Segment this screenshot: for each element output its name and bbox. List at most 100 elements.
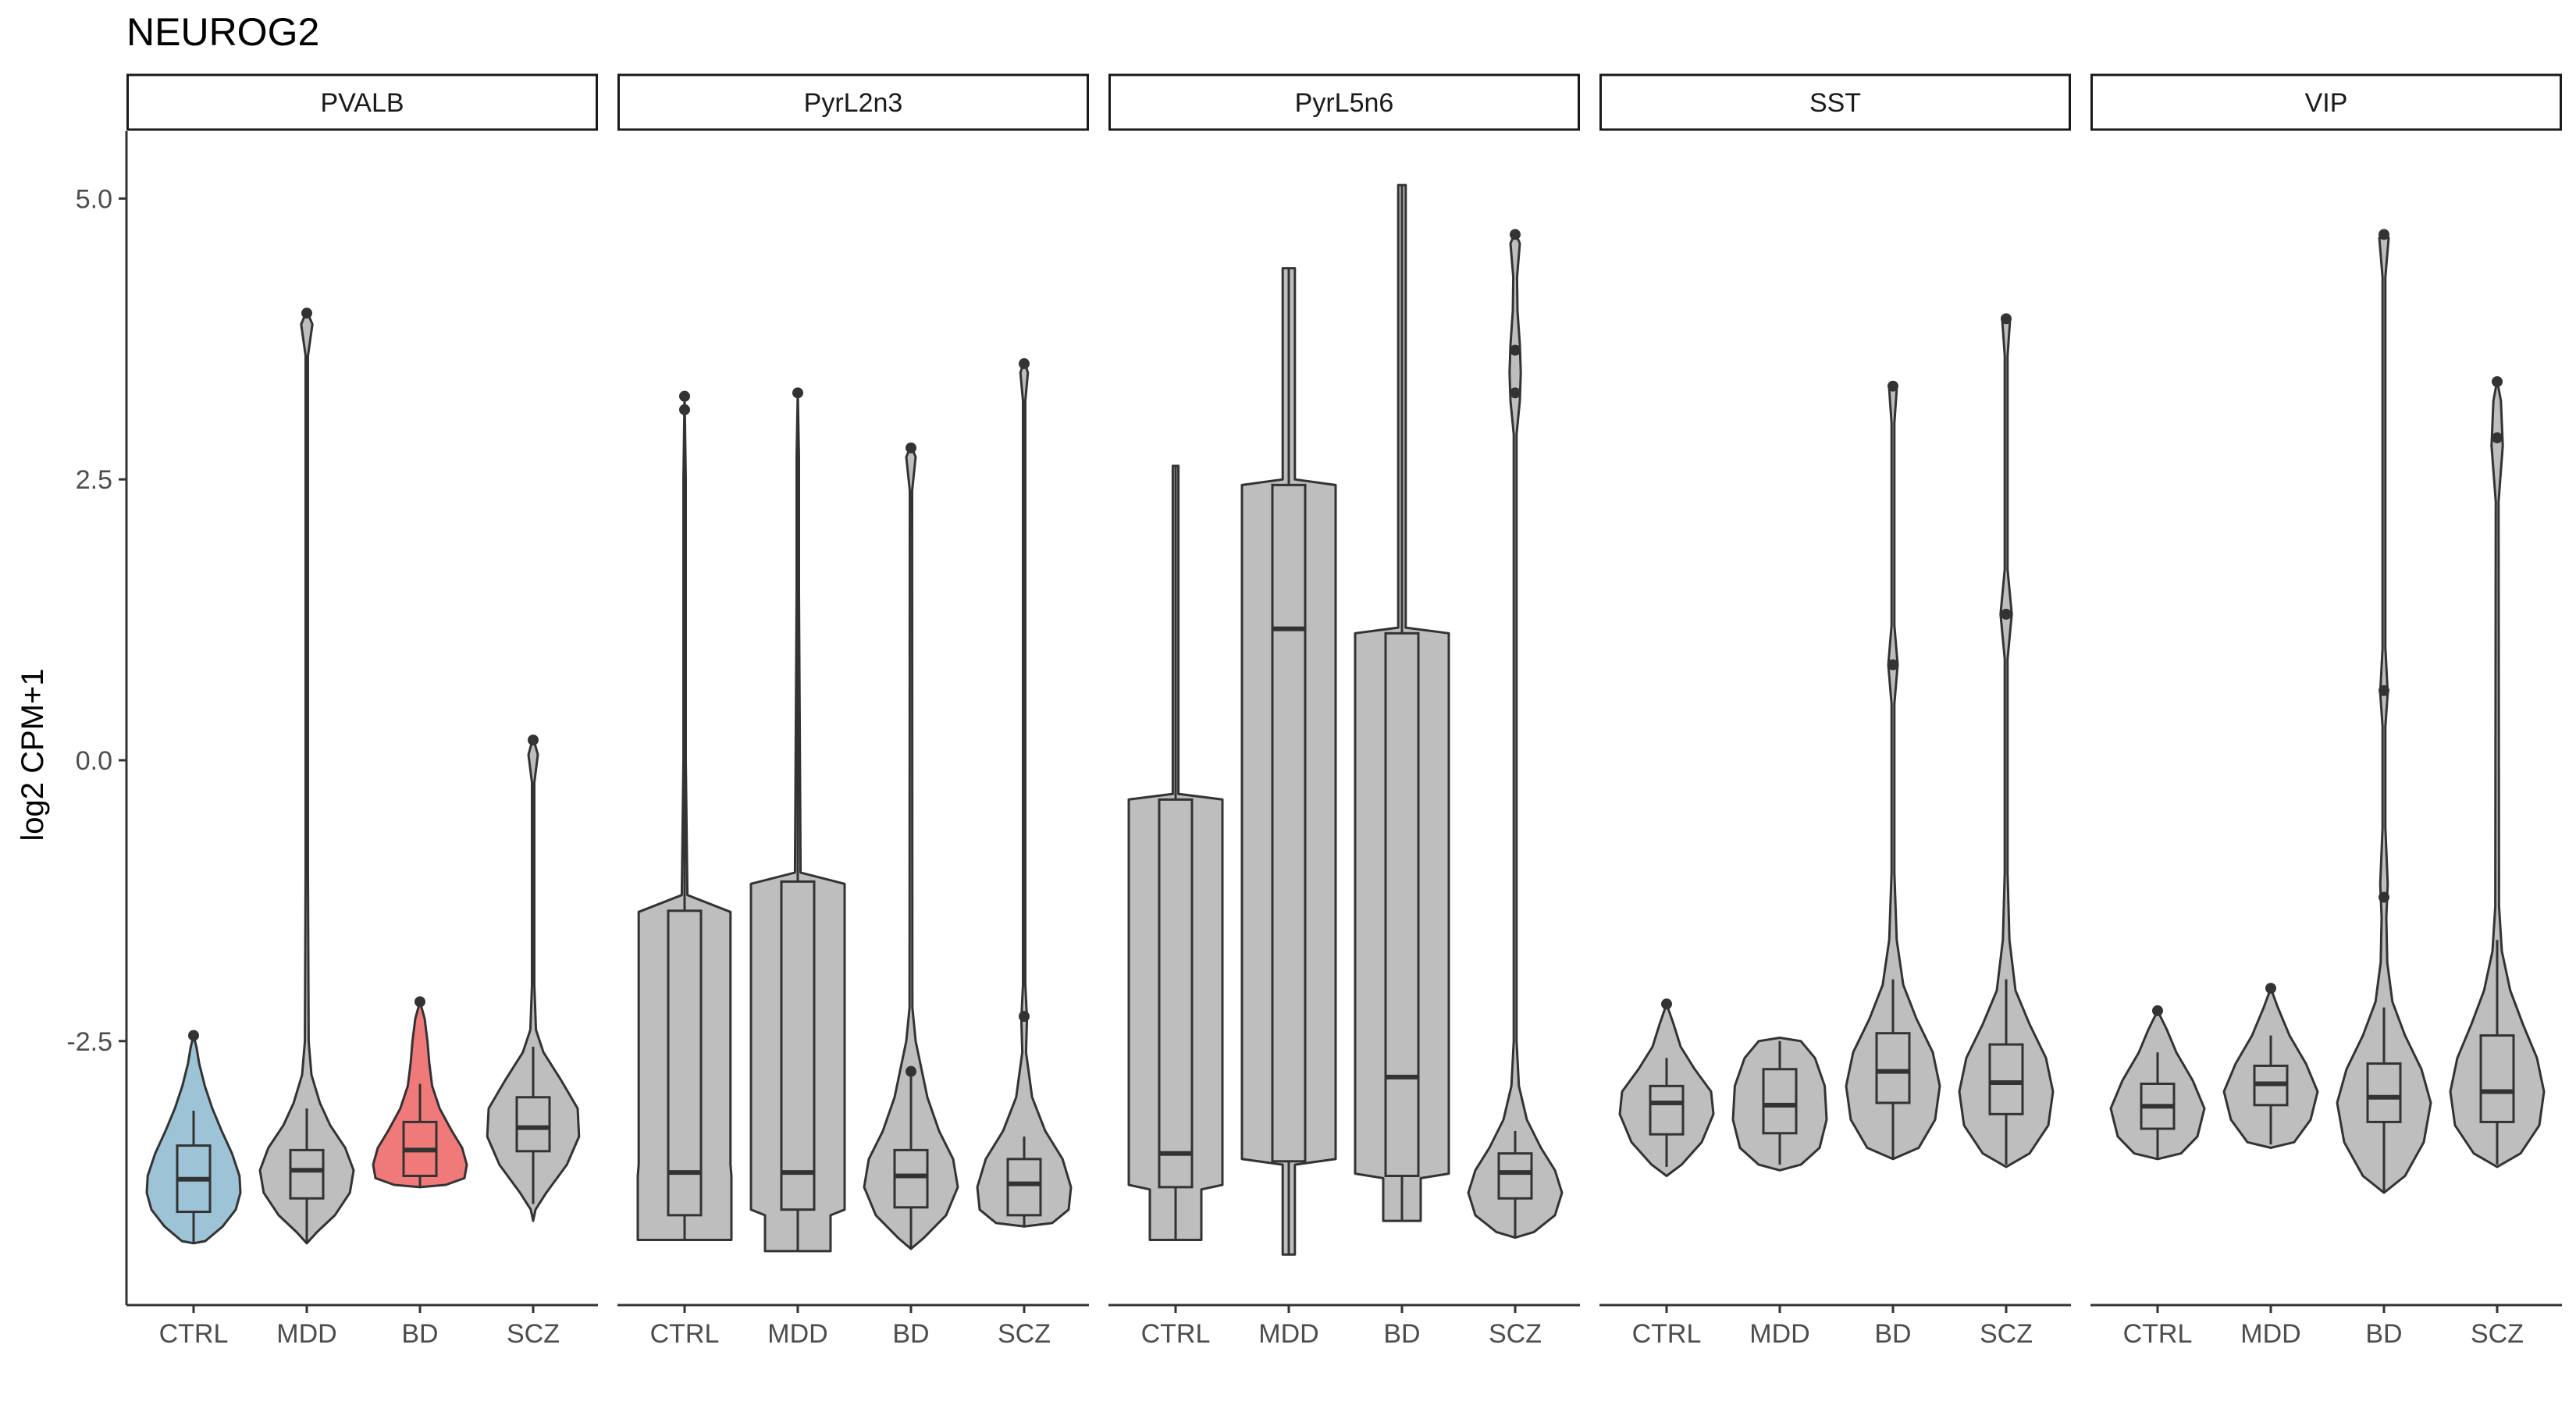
violin-group-bd: [1354, 183, 1450, 1222]
box-iqr: [1875, 1032, 1911, 1104]
x-tick-label: SCZ: [2471, 1319, 2524, 1349]
x-tick-label: CTRL: [2123, 1319, 2193, 1349]
outlier-point: [2152, 1005, 2163, 1016]
x-tick-label: SCZ: [1980, 1319, 2033, 1349]
x-tick-label: SCZ: [1489, 1319, 1542, 1349]
x-tick-label: BD: [1874, 1319, 1911, 1349]
violin-group-bd: [863, 442, 959, 1250]
x-tick-label: CTRL: [159, 1319, 229, 1349]
violin-group-ctrl: [1618, 998, 1715, 1177]
outlier-point: [2265, 983, 2276, 994]
box-iqr: [1649, 1084, 1685, 1136]
violin-group-bd: [1845, 380, 1941, 1161]
x-tick-label: MDD: [1258, 1319, 1318, 1349]
outlier-point: [2492, 375, 2503, 387]
outlier-point: [2001, 608, 2012, 620]
facet-panels: -2.5 0.0 2.5 5.0 PVALB CTRL MDD BD SCZ PyrL2n3 CTR…: [66, 73, 2562, 1349]
facet-strip: [126, 73, 598, 131]
facet-panel-pyrl2n3: PyrL2n3 CTRL MDD BD SCZ: [617, 73, 1089, 1349]
y-tick-label: -2.5: [66, 1027, 112, 1057]
facet-strip-label: PVALB: [320, 88, 404, 118]
violin-group-scz: [976, 357, 1073, 1228]
y-axis-title: log2 CPM+1: [16, 668, 50, 841]
outlier-point: [415, 996, 425, 1008]
y-tick-label: 0.0: [76, 746, 112, 776]
facet-strip: [1599, 73, 2071, 131]
violin-group-ctrl: [636, 390, 733, 1241]
x-tick-label: MDD: [276, 1319, 336, 1349]
box-iqr: [515, 1096, 551, 1153]
box-iqr: [1497, 1152, 1533, 1200]
facet-strip-label: PyrL2n3: [804, 88, 903, 118]
outlier-point: [1510, 229, 1521, 240]
facet-panel-pyrl5n6: PyrL5n6 CTRL MDD BD SCZ: [1108, 73, 1580, 1349]
box-iqr: [1384, 631, 1420, 1177]
violin-group-scz: [1467, 229, 1564, 1240]
x-tick-label: BD: [401, 1319, 438, 1349]
facet-strip-label: SST: [1809, 88, 1861, 118]
y-tick-label: 5.0: [76, 184, 112, 214]
outlier-point: [1019, 1011, 1030, 1023]
x-tick-label: SCZ: [998, 1319, 1051, 1349]
x-tick-label: MDD: [767, 1319, 827, 1349]
y-tick-label: 2.5: [76, 465, 112, 495]
chart-title: NEUROG2: [126, 10, 319, 54]
violin-group-bd: [372, 996, 468, 1189]
facet-strip: [617, 73, 1089, 131]
outlier-point: [1661, 998, 1672, 1010]
outlier-point: [906, 1065, 916, 1077]
x-tick-label: CTRL: [650, 1319, 720, 1349]
box-iqr: [667, 909, 703, 1217]
violin-group-scz: [1958, 313, 2055, 1168]
outlier-point: [792, 387, 803, 399]
outlier-point: [1888, 659, 1898, 670]
box-iqr: [2366, 1062, 2402, 1123]
violin-group-mdd: [749, 387, 846, 1253]
violin-group-ctrl: [1127, 464, 1224, 1241]
outlier-point: [679, 390, 690, 402]
outlier-point: [679, 404, 690, 415]
box-iqr: [1158, 798, 1194, 1189]
facet-strip: [2090, 73, 2562, 131]
violin-group-scz: [486, 735, 581, 1222]
outlier-point: [2492, 432, 2503, 443]
x-tick-label: CTRL: [1632, 1319, 1702, 1349]
box-iqr: [780, 880, 816, 1211]
outlier-point: [2379, 229, 2389, 240]
outlier-point: [1019, 357, 1030, 369]
facet-panel-pvalb: PVALB CTRL MDD BD SCZ: [126, 73, 598, 1349]
outlier-point: [2379, 685, 2389, 696]
violin-group-mdd: [258, 308, 355, 1245]
x-tick-label: MDD: [1749, 1319, 1809, 1349]
violin-group-mdd: [1240, 267, 1337, 1256]
facet-strip-label: PyrL5n6: [1295, 88, 1394, 118]
box-iqr: [893, 1148, 929, 1209]
outlier-point: [906, 442, 916, 454]
box-iqr: [1006, 1158, 1042, 1217]
x-tick-label: BD: [1383, 1319, 1420, 1349]
outlier-point: [1510, 387, 1521, 399]
violin-group-scz: [2449, 375, 2546, 1168]
x-tick-label: MDD: [2240, 1319, 2300, 1349]
facet-strip-label: VIP: [2305, 88, 2348, 118]
violin-group-ctrl: [2109, 1005, 2206, 1161]
x-tick-label: CTRL: [1141, 1319, 1211, 1349]
violin-group-ctrl: [145, 1030, 242, 1245]
x-tick-label: BD: [892, 1319, 929, 1349]
outlier-point: [2379, 891, 2389, 903]
box-iqr: [1988, 1043, 2024, 1115]
box-iqr: [2479, 1034, 2515, 1123]
facet-panel-sst: SST CTRL MDD BD SCZ: [1599, 73, 2071, 1349]
violin-group-bd: [2336, 229, 2432, 1194]
violin-group-mdd: [2222, 983, 2319, 1149]
x-tick-label: BD: [2365, 1319, 2402, 1349]
x-tick-label: SCZ: [507, 1319, 560, 1349]
outlier-point: [528, 735, 539, 746]
facet-panel-vip: VIP CTRL MDD BD SCZ: [2090, 73, 2562, 1349]
facet-strip: [1108, 73, 1580, 131]
outlier-point: [188, 1030, 199, 1041]
box-iqr: [1271, 483, 1307, 1163]
box-iqr: [289, 1148, 325, 1200]
outlier-point: [1888, 380, 1898, 392]
